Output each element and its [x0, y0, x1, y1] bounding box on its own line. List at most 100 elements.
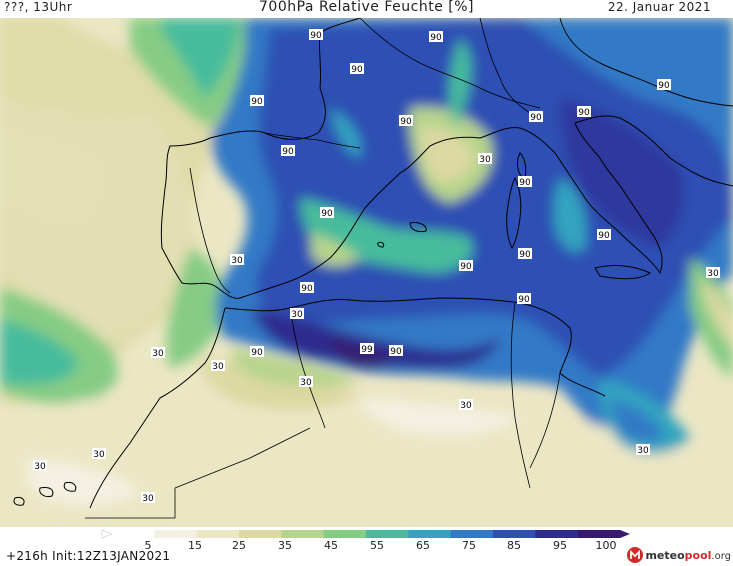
legend-min-arrow: [101, 529, 113, 539]
legend-tick-label: 95: [553, 539, 567, 551]
contour-label-text: 30: [291, 310, 303, 320]
legend-color-swatch: [154, 530, 198, 538]
contour-label-box: [399, 115, 413, 126]
legend-color-swatch: [577, 530, 621, 538]
contour-label-box: [141, 492, 155, 503]
rhine-border: [479, 18, 531, 114]
contour-label-text: 90: [518, 295, 530, 305]
contour-label: 90: [429, 31, 443, 43]
saharan-border: [174, 427, 311, 489]
legend-color-swatch: [281, 530, 325, 538]
legend-color-swatch: [112, 530, 155, 538]
contour-label-text: 90: [598, 231, 610, 241]
contour-label: 90: [517, 293, 531, 305]
map-header: ???, 13Uhr 700hPa Relative Feuchte [%] 2…: [0, 0, 733, 18]
contour-label: 90: [577, 106, 591, 118]
legend-color-swatch: [535, 530, 579, 538]
contour-label-text: 30: [152, 349, 164, 359]
legend-max-arrow: [620, 530, 630, 538]
contour-label-box: [518, 248, 532, 259]
legend-tick-label: 75: [462, 539, 476, 551]
contour-label-text: 30: [142, 494, 154, 504]
contour-label-box: [517, 293, 531, 304]
forecast-date: 22. Januar 2021: [607, 0, 711, 14]
contour-label-box: [250, 95, 264, 106]
contour-label-text: 30: [212, 362, 224, 372]
contour-label: 90: [597, 229, 611, 241]
mallorca: [409, 222, 427, 233]
contour-label: 90: [529, 111, 543, 123]
contour-label-box: [211, 360, 225, 371]
sicily: [594, 265, 651, 280]
humidity-map-canvas: 90 90 90 90 90 90 90 90 30 90 90 90 90 90 30 30 90 90 90 30…: [0, 18, 733, 527]
contour-label-box: [657, 79, 671, 90]
contour-label-box: [309, 29, 323, 40]
contour-label: 90: [518, 176, 532, 188]
contour-label-box: [299, 376, 313, 387]
contour-label-box: [389, 345, 403, 356]
canary-island-1: [39, 487, 54, 497]
legend-tick-labels: 5 15 25 35 45 55 65 75 85 95 100: [145, 539, 617, 551]
contour-label-box: [320, 207, 334, 218]
legend-tick-label: 25: [232, 539, 246, 551]
contour-label-text: 90: [519, 178, 531, 188]
contour-label: 30: [230, 254, 244, 266]
contour-label-box: [33, 460, 47, 471]
contour-label-box: [360, 343, 374, 354]
contour-label: 90: [300, 282, 314, 294]
morocco-coast: [89, 307, 226, 509]
legend-color-swatch: [196, 530, 240, 538]
contour-label-text: 90: [658, 81, 670, 91]
contour-label-text: 90: [390, 347, 402, 357]
contour-label-text: 90: [351, 65, 363, 75]
legend-tick-label: 45: [324, 539, 338, 551]
legend-tick-label: 55: [370, 539, 384, 551]
canary-island-3: [13, 497, 25, 506]
map-title: 700hPa Relative Feuchte [%]: [259, 0, 474, 15]
contour-label-text: 30: [300, 378, 312, 388]
meteopool-logo[interactable]: meteopool.org: [627, 545, 731, 565]
contour-label: 90: [320, 207, 334, 219]
model-run-info: +216h Init:12Z13JAN2021: [6, 549, 171, 563]
contour-label-box: [459, 399, 473, 410]
contour-label: 30: [92, 448, 106, 460]
legend-tick-label: 35: [278, 539, 292, 551]
contour-label-box: [92, 448, 106, 459]
contour-label-text: 90: [301, 284, 313, 294]
forecast-time-label: ???, 13Uhr: [4, 0, 73, 14]
central-europe-border: [359, 18, 541, 109]
contour-label-text: 30: [479, 155, 491, 165]
contour-labels: 90 90 90 90 90 90 90 90 30 90 90 90 90 90 30 30 90 90 90 30…: [33, 29, 720, 504]
contour-label: 30: [299, 376, 313, 388]
country-borders: [85, 18, 601, 519]
contour-label: 90: [518, 248, 532, 260]
logo-accent-part: pool: [684, 548, 712, 562]
contour-label-box: [518, 176, 532, 187]
contour-label-box: [300, 282, 314, 293]
legend-tick-label: 100: [596, 539, 617, 551]
contour-label-text: 30: [707, 269, 719, 279]
contour-label-text: 90: [460, 262, 472, 272]
legend-tick-label: 15: [188, 539, 202, 551]
legend-color-swatch: [493, 530, 536, 538]
legend-color-swatch: [366, 530, 409, 538]
contour-label: 30: [636, 444, 650, 456]
contour-label-text: 30: [460, 401, 472, 411]
contour-label: 90: [250, 346, 264, 358]
contour-label: 30: [33, 460, 47, 472]
contour-label: 30: [151, 347, 165, 359]
humidity-map: 90 90 90 90 90 90 90 90 30 90 90 90 90 90 30 30 90 90 90 30…: [0, 18, 733, 527]
legend-color-swatch: [450, 530, 494, 538]
contour-label-text: 90: [530, 113, 542, 123]
map-footer: 5 15 25 35 45 55 65 75 85 95 100 +216h Init:12Z13J…: [0, 527, 733, 566]
contour-label-box: [478, 153, 492, 164]
alpine-border: [559, 18, 601, 64]
contour-label: 99: [360, 343, 374, 355]
pyrenees-border: [264, 132, 361, 149]
legend-color-swatch: [408, 530, 452, 538]
contour-label: 30: [459, 399, 473, 411]
contour-label-box: [577, 106, 591, 117]
ibiza: [377, 241, 385, 248]
contour-label-text: 30: [637, 446, 649, 456]
contour-label-box: [281, 145, 295, 156]
